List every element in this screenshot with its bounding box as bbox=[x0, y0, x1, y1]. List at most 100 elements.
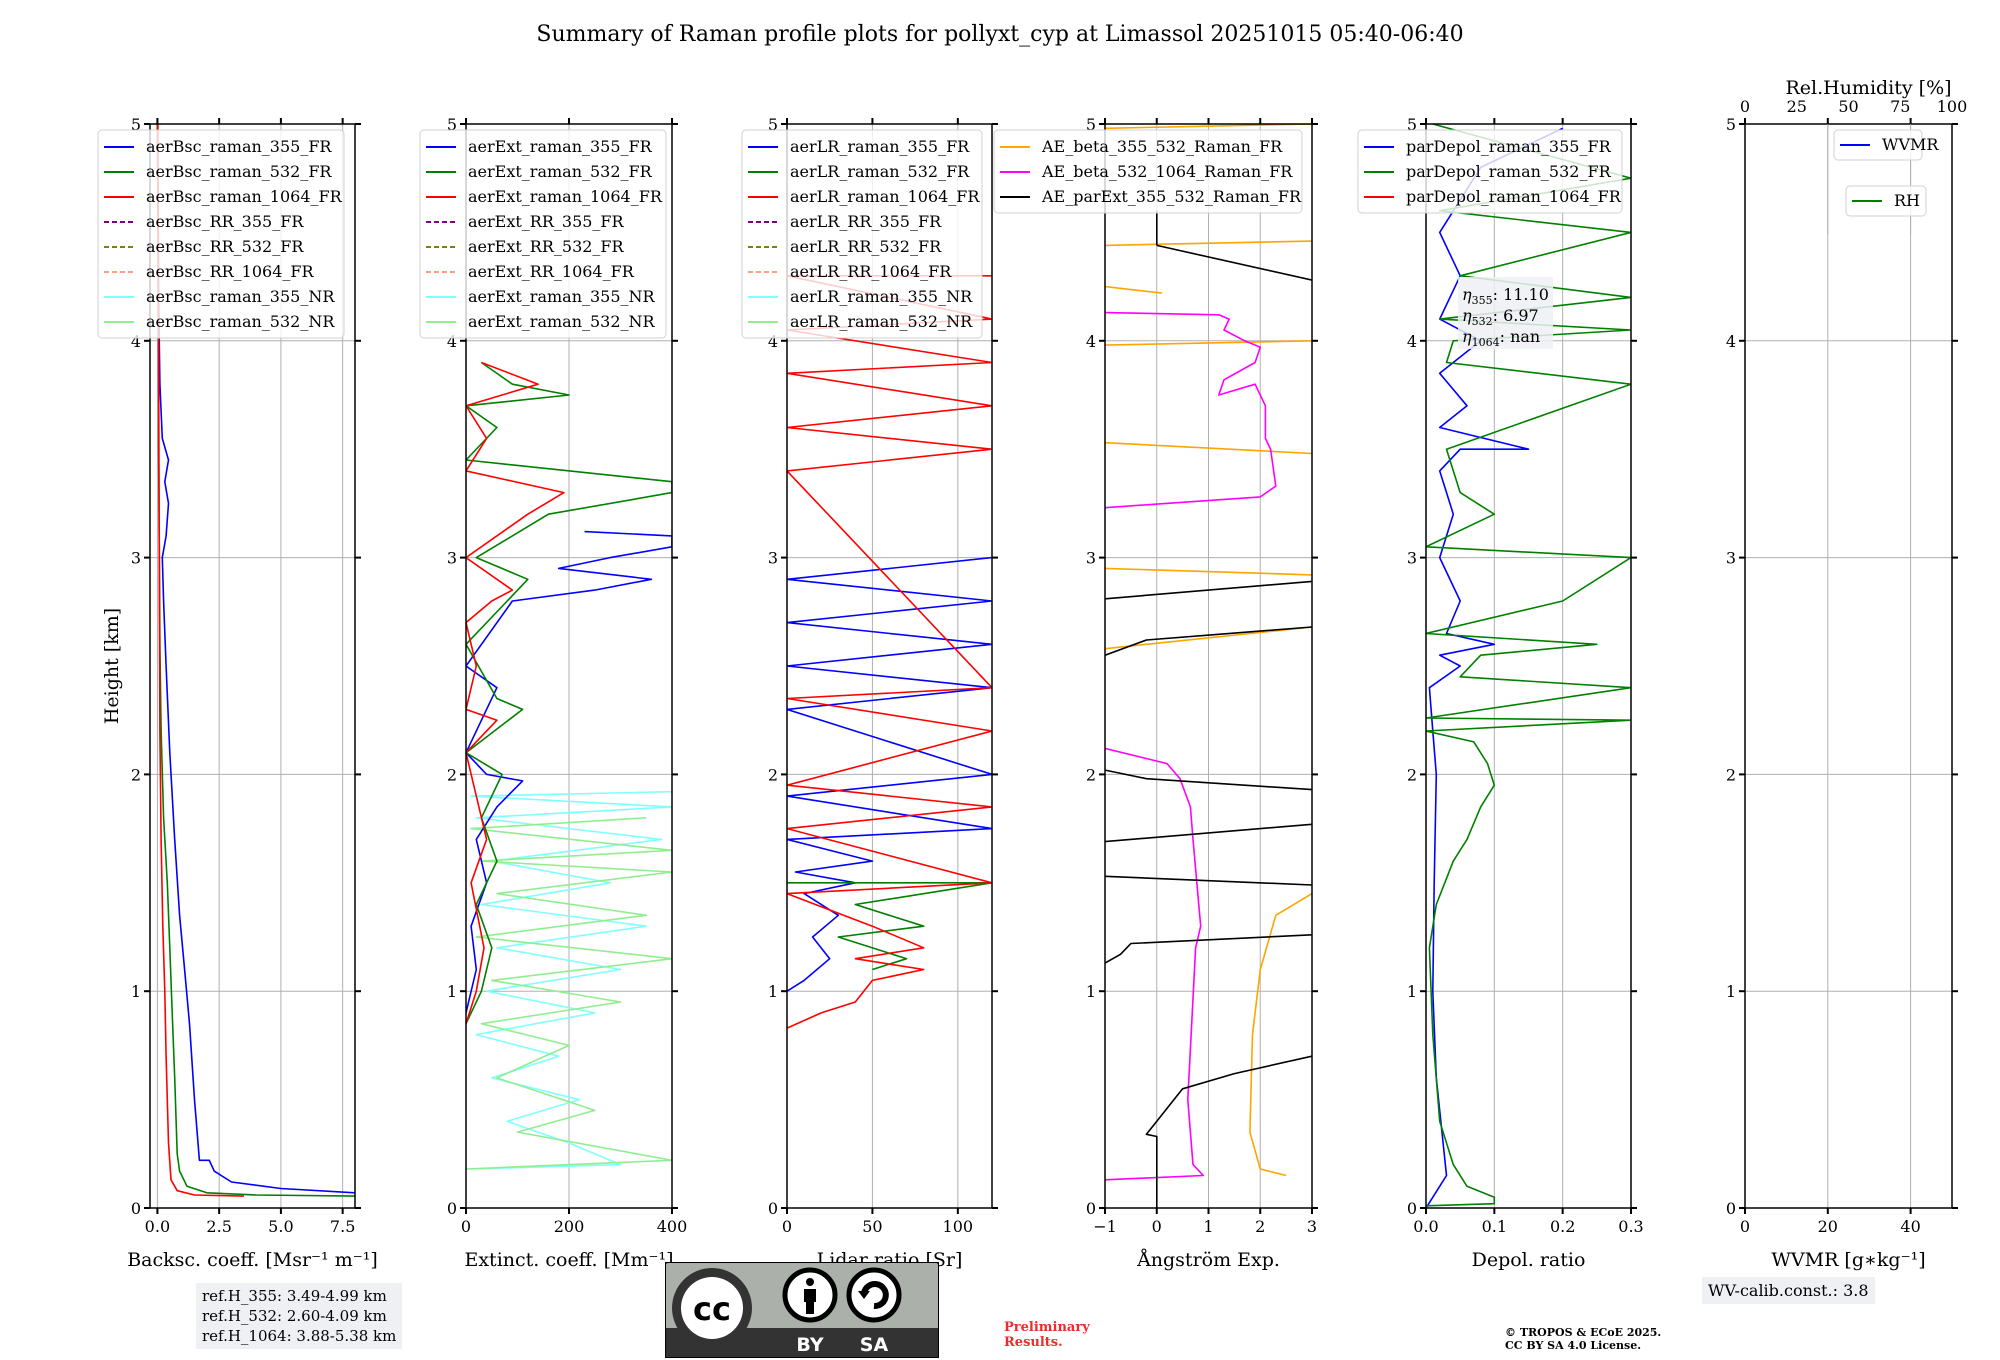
x-tick-label: 2 bbox=[1255, 1217, 1265, 1236]
copyright-line-1: © TROPOS & ECoE 2025. bbox=[1505, 1326, 1662, 1339]
reference-height-box: ref.H_355: 3.49-4.99 km ref.H_532: 2.60-… bbox=[196, 1283, 403, 1349]
panel-wv: 0 20 40 0 1 2 3 4 5 WVMR [g∗kg⁻¹] 0 25 50 75 100Rel.Hu… bbox=[1726, 77, 1967, 1271]
top-x-tick-label: 50 bbox=[1838, 97, 1858, 116]
x-tick-label: 0.2 bbox=[1550, 1217, 1575, 1236]
y-tick-label: 2 bbox=[1407, 765, 1417, 784]
x-axis-label: WVMR [g∗kg⁻¹] bbox=[1771, 1249, 1925, 1271]
legend-label: aerLR_raman_532_FR bbox=[790, 162, 970, 181]
legend-label: aerBsc_raman_1064_FR bbox=[146, 187, 343, 206]
x-axis-label: Depol. ratio bbox=[1472, 1249, 1586, 1271]
y-tick-label: 5 bbox=[1407, 115, 1417, 134]
share-alike-icon bbox=[846, 1267, 902, 1323]
y-tick-label: 5 bbox=[1726, 115, 1736, 134]
series-line-AE_parExt_355_532_Raman_FR bbox=[1105, 580, 1312, 600]
x-axis-label: Ångström Exp. bbox=[1136, 1249, 1280, 1271]
x-tick-label: 0.0 bbox=[145, 1217, 170, 1236]
y-tick-label: 3 bbox=[131, 549, 141, 568]
y-tick-label: 4 bbox=[1726, 332, 1736, 351]
ref-height-355: ref.H_355: 3.49-4.99 km bbox=[202, 1287, 387, 1305]
series-line-AE_parExt_355_532_Raman_FR bbox=[1105, 823, 1312, 843]
y-tick-label: 0 bbox=[1407, 1199, 1417, 1218]
panel-ext: 0 200 400 0 1 2 3 4 5 Extinct. coeff. [Mm⁻¹] aerEx… bbox=[419, 115, 688, 1271]
legend-label: aerLR_RR_1064_FR bbox=[790, 262, 952, 281]
cc-icon: cc bbox=[672, 1268, 752, 1348]
y-tick-label: 3 bbox=[768, 549, 778, 568]
series-line-AE_beta_355_532_Raman_FR bbox=[1105, 240, 1312, 247]
cc-text: cc bbox=[693, 1290, 731, 1328]
x-tick-label: 0.3 bbox=[1618, 1217, 1643, 1236]
legend-label: aerLR_raman_1064_FR bbox=[790, 187, 980, 206]
series-line-AE_parExt_355_532_Raman_FR bbox=[1105, 769, 1312, 791]
eta-box-bg bbox=[1458, 277, 1553, 349]
copyright-line-2: CC BY SA 4.0 License. bbox=[1505, 1339, 1642, 1352]
x-tick-label: 400 bbox=[657, 1217, 688, 1236]
legend-wvmr: WVMR bbox=[1833, 129, 1939, 161]
legend-box bbox=[741, 129, 983, 339]
x-tick-label: 3 bbox=[1307, 1217, 1317, 1236]
y-tick-label: 5 bbox=[768, 115, 778, 134]
axes-frame bbox=[1744, 123, 1953, 1209]
x-tick-label: 5.0 bbox=[268, 1217, 293, 1236]
y-tick-label: 0 bbox=[447, 1199, 457, 1218]
eta-label-1064: η1064: nan bbox=[1462, 327, 1540, 349]
x-tick-label: 200 bbox=[554, 1217, 585, 1236]
series-line-aerBsc_raman_355_FR bbox=[156, 124, 355, 1194]
plot-area bbox=[1105, 124, 1312, 1208]
plot-area bbox=[787, 274, 992, 1029]
x-axis-label: Backsc. coeff. [Msr⁻¹ m⁻¹] bbox=[127, 1249, 378, 1271]
y-tick-label: 4 bbox=[1086, 332, 1096, 351]
series-line-AE_parExt_355_532_Raman_FR bbox=[1105, 934, 1312, 964]
legend-label: parDepol_raman_1064_FR bbox=[1406, 187, 1622, 206]
x-tick-label: 50 bbox=[862, 1217, 882, 1236]
y-tick-label: 1 bbox=[768, 982, 778, 1001]
legend-label: aerBsc_RR_1064_FR bbox=[146, 262, 315, 281]
series-line-AE_parExt_355_532_Raman_FR bbox=[1105, 875, 1312, 886]
legend-label: AE_beta_532_1064_Raman_FR bbox=[1041, 162, 1293, 181]
legend-label: aerExt_raman_532_FR bbox=[468, 162, 653, 181]
legend-label: aerExt_raman_355_FR bbox=[468, 137, 653, 156]
legend-label: aerLR_raman_532_NR bbox=[790, 312, 973, 331]
legend-label: AE_beta_355_532_Raman_FR bbox=[1041, 137, 1283, 156]
legend-box bbox=[97, 129, 345, 339]
axes-frame bbox=[149, 123, 356, 1209]
preliminary-line-2: Results. bbox=[1004, 1335, 1063, 1350]
legend-label: aerLR_raman_355_NR bbox=[790, 287, 973, 306]
y-tick-label: 2 bbox=[1726, 765, 1736, 784]
ref-height-532: ref.H_532: 2.60-4.09 km bbox=[202, 1307, 387, 1325]
cc-by-sa-license-badge: cc BY SA bbox=[665, 1262, 939, 1358]
series-line-aerExt_raman_532_NR bbox=[466, 817, 672, 1170]
y-tick-label: 0 bbox=[768, 1199, 778, 1218]
series-line-AE_beta_355_532_Raman_FR bbox=[1105, 567, 1312, 576]
wv-calibration-constant: WV-calib.const.: 3.8 bbox=[1702, 1277, 1875, 1304]
y-tick-label: 3 bbox=[1726, 549, 1736, 568]
y-tick-label: 4 bbox=[447, 332, 457, 351]
legend-label: aerExt_RR_532_FR bbox=[468, 237, 625, 256]
preliminary-line-1: Preliminary bbox=[1004, 1320, 1090, 1335]
x-tick-label: 0.1 bbox=[1482, 1217, 1507, 1236]
y-axis-label: Height [km] bbox=[101, 608, 123, 724]
legend-label: AE_parExt_355_532_Raman_FR bbox=[1041, 187, 1302, 206]
by-label: BY bbox=[796, 1334, 823, 1356]
y-tick-label: 5 bbox=[131, 115, 141, 134]
sa-label: SA bbox=[860, 1334, 889, 1356]
y-tick-label: 1 bbox=[447, 982, 457, 1001]
series-line-AE_beta_355_532_Raman_FR bbox=[1105, 285, 1162, 294]
top-x-axis-label: Rel.Humidity [%] bbox=[1785, 77, 1951, 99]
legend-label: aerExt_RR_355_FR bbox=[468, 212, 625, 231]
legend-label: parDepol_raman_532_FR bbox=[1406, 162, 1612, 181]
top-x-tick-label: 0 bbox=[1740, 97, 1750, 116]
series-line-AE_beta_355_532_Raman_FR bbox=[1105, 626, 1312, 650]
x-tick-label: 7.5 bbox=[330, 1217, 355, 1236]
y-tick-label: 4 bbox=[131, 332, 141, 351]
y-tick-label: 1 bbox=[1086, 982, 1096, 1001]
legend-label: parDepol_raman_355_FR bbox=[1406, 137, 1612, 156]
x-tick-label: 2.5 bbox=[206, 1217, 231, 1236]
y-tick-label: 0 bbox=[1726, 1199, 1736, 1218]
series-line-AE_parExt_355_532_Raman_FR bbox=[1156, 244, 1312, 281]
legend-label: RH bbox=[1894, 191, 1920, 210]
legend-depol: parDepol_raman_355_FR parDepol_raman_532_… bbox=[1357, 129, 1623, 214]
y-tick-label: 3 bbox=[1407, 549, 1417, 568]
attribution-person-icon bbox=[782, 1267, 838, 1323]
